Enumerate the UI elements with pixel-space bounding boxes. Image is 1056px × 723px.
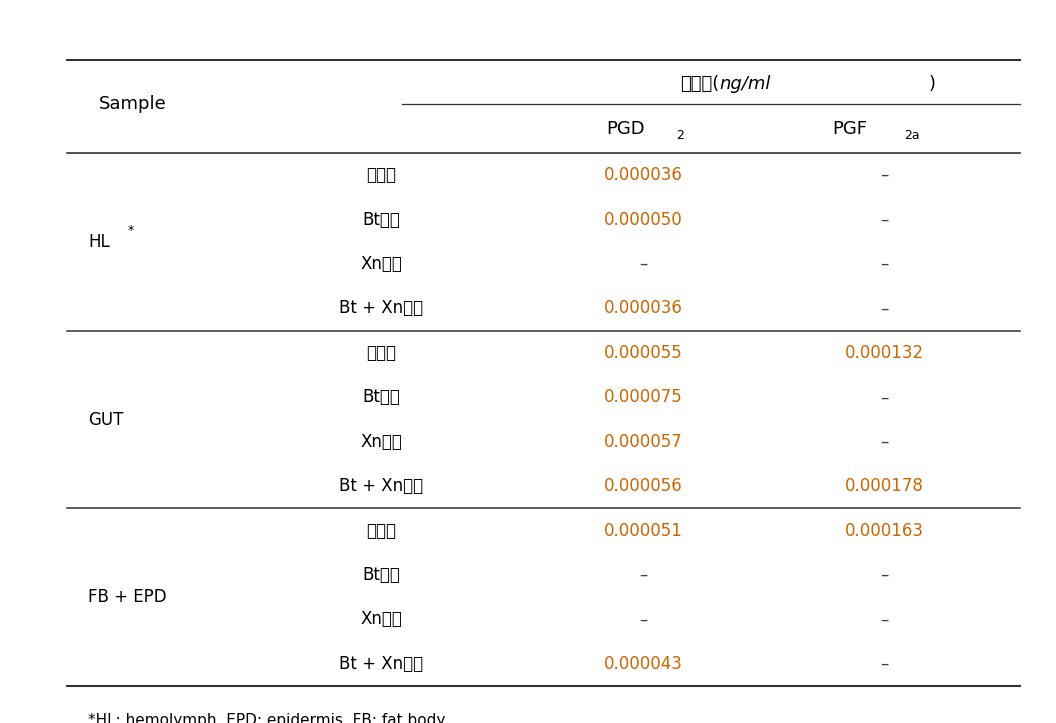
Text: 0.000056: 0.000056 xyxy=(604,477,682,495)
Text: PGF: PGF xyxy=(832,119,867,137)
Text: 0.000163: 0.000163 xyxy=(845,521,924,539)
Text: 무처리: 무처리 xyxy=(366,521,396,539)
Text: –: – xyxy=(880,166,888,184)
Text: 무처리: 무처리 xyxy=(366,344,396,362)
Text: –: – xyxy=(639,255,647,273)
Text: HL: HL xyxy=(88,233,110,251)
Text: Bt + Xn처리: Bt + Xn처리 xyxy=(339,299,423,317)
Text: Bt처리: Bt처리 xyxy=(362,210,400,228)
Text: *HL: hemolymph, EPD; epidermis, FB: fat body.: *HL: hemolymph, EPD; epidermis, FB: fat … xyxy=(88,713,448,723)
Text: –: – xyxy=(880,299,888,317)
Text: 0.000057: 0.000057 xyxy=(604,433,682,450)
Text: Sample: Sample xyxy=(98,95,166,113)
Text: 0.000043: 0.000043 xyxy=(604,655,682,673)
Text: FB + EPD: FB + EPD xyxy=(88,589,167,607)
Text: 0.000132: 0.000132 xyxy=(845,344,924,362)
Text: *: * xyxy=(128,224,134,237)
Text: 0.000036: 0.000036 xyxy=(604,299,682,317)
Text: 2: 2 xyxy=(676,129,683,142)
Text: –: – xyxy=(880,566,888,584)
Text: 0.000055: 0.000055 xyxy=(604,344,682,362)
Text: 0.000051: 0.000051 xyxy=(604,521,682,539)
Text: –: – xyxy=(880,655,888,673)
Text: Xn처리: Xn처리 xyxy=(360,610,402,628)
Text: –: – xyxy=(880,255,888,273)
Text: 0.000178: 0.000178 xyxy=(845,477,924,495)
Text: –: – xyxy=(880,210,888,228)
Text: Bt + Xn처리: Bt + Xn처리 xyxy=(339,477,423,495)
Text: –: – xyxy=(880,433,888,450)
Text: –: – xyxy=(880,610,888,628)
Text: 0.000075: 0.000075 xyxy=(604,388,682,406)
Text: Bt + Xn처리: Bt + Xn처리 xyxy=(339,655,423,673)
Text: PGD: PGD xyxy=(606,119,645,137)
Text: Xn처리: Xn처리 xyxy=(360,255,402,273)
Text: –: – xyxy=(880,388,888,406)
Text: 2a: 2a xyxy=(904,129,920,142)
Text: –: – xyxy=(639,610,647,628)
Text: –: – xyxy=(639,566,647,584)
Text: 분석치(: 분석치( xyxy=(680,75,719,93)
Text: Bt처리: Bt처리 xyxy=(362,388,400,406)
Text: GUT: GUT xyxy=(88,411,124,429)
Text: Xn처리: Xn처리 xyxy=(360,433,402,450)
Text: ): ) xyxy=(928,75,936,93)
Text: ng/ml: ng/ml xyxy=(719,75,771,93)
Text: Bt처리: Bt처리 xyxy=(362,566,400,584)
Text: 무처리: 무처리 xyxy=(366,166,396,184)
Text: 0.000036: 0.000036 xyxy=(604,166,682,184)
Text: 0.000050: 0.000050 xyxy=(604,210,682,228)
